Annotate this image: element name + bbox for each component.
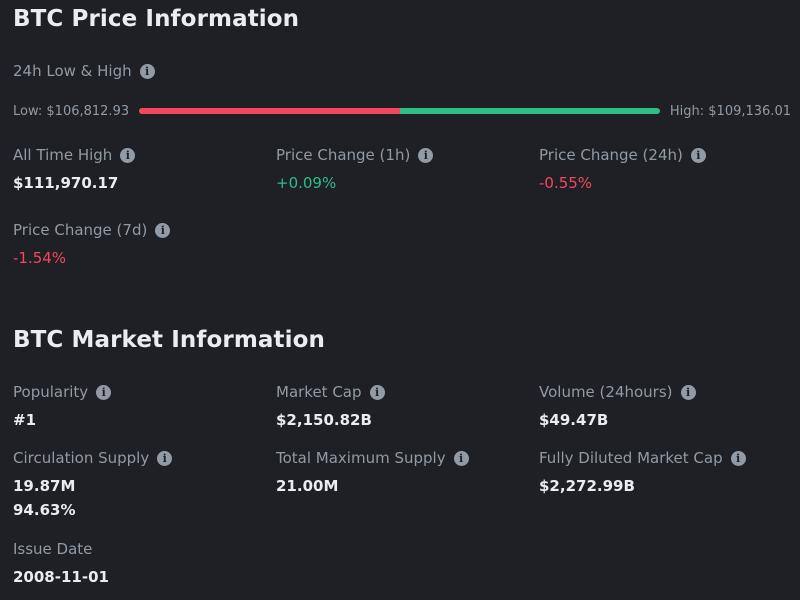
max-supply-stat: Total Maximum Supply i 21.00M (276, 449, 469, 495)
market-cap-stat: Market Cap i $2,150.82B (276, 383, 385, 429)
circulation-percent: 94.63% (13, 501, 76, 519)
info-icon[interactable]: i (680, 384, 696, 400)
market-cap-label: Market Cap (276, 383, 362, 401)
market-info-title: BTC Market Information (13, 327, 325, 353)
info-icon[interactable]: i (157, 450, 173, 466)
change-7d-value: -1.54% (13, 249, 67, 267)
info-icon[interactable]: i (155, 222, 171, 238)
ath-label: All Time High (13, 146, 113, 164)
range-slider: Low: $106,812.93 High: $109,136.01 (13, 101, 791, 121)
change-7d-label: Price Change (7d) (13, 221, 148, 239)
range-label: 24h Low & High (13, 62, 132, 80)
change-1h-value: +0.09% (276, 174, 337, 192)
info-icon[interactable]: i (418, 147, 434, 163)
info-icon[interactable]: i (369, 384, 385, 400)
popularity-label: Popularity (13, 383, 89, 401)
change-1h-stat: Price Change (1h) i +0.09% (276, 146, 434, 192)
info-icon[interactable]: i (730, 450, 746, 466)
market-cap-value: $2,150.82B (276, 411, 372, 429)
fdv-value: $2,272.99B (539, 477, 635, 495)
volume-value: $49.47B (539, 411, 609, 429)
volume-stat: Volume (24hours) i $49.47B (539, 383, 696, 429)
issue-date-stat: Issue Date 2008-11-01 (13, 540, 109, 586)
info-icon[interactable]: i (453, 450, 469, 466)
circulation-stat: Circulation Supply i 19.87M 94.63% (13, 449, 173, 519)
range-label-group: 24h Low & High i (13, 62, 155, 80)
ath-value: $111,970.17 (13, 174, 119, 192)
price-info-title: BTC Price Information (13, 6, 300, 32)
issue-date-label: Issue Date (13, 540, 93, 558)
range-high-value: High: $109,136.01 (669, 103, 791, 119)
info-icon[interactable]: i (139, 63, 155, 79)
info-icon[interactable]: i (96, 384, 112, 400)
info-icon[interactable]: i (690, 147, 706, 163)
change-7d-stat: Price Change (7d) i -1.54% (13, 221, 171, 267)
change-24h-label: Price Change (24h) (539, 146, 683, 164)
change-24h-stat: Price Change (24h) i -0.55% (539, 146, 706, 192)
circulation-value: 19.87M (13, 477, 76, 495)
max-supply-value: 21.00M (276, 477, 339, 495)
change-24h-value: -0.55% (539, 174, 593, 192)
circulation-label: Circulation Supply (13, 449, 150, 467)
volume-label: Volume (24hours) (539, 383, 673, 401)
max-supply-label: Total Maximum Supply (276, 449, 446, 467)
change-1h-label: Price Change (1h) (276, 146, 411, 164)
issue-date-value: 2008-11-01 (13, 568, 109, 586)
ath-stat: All Time High i $111,970.17 (13, 146, 136, 192)
popularity-value: #1 (13, 411, 37, 429)
popularity-stat: Popularity i #1 (13, 383, 112, 429)
fdv-label: Fully Diluted Market Cap (539, 449, 723, 467)
info-icon[interactable]: i (120, 147, 136, 163)
fdv-stat: Fully Diluted Market Cap i $2,272.99B (539, 449, 746, 495)
range-low-value: Low: $106,812.93 (13, 103, 130, 119)
range-bar (139, 108, 660, 114)
range-bar-low-segment (139, 108, 400, 114)
